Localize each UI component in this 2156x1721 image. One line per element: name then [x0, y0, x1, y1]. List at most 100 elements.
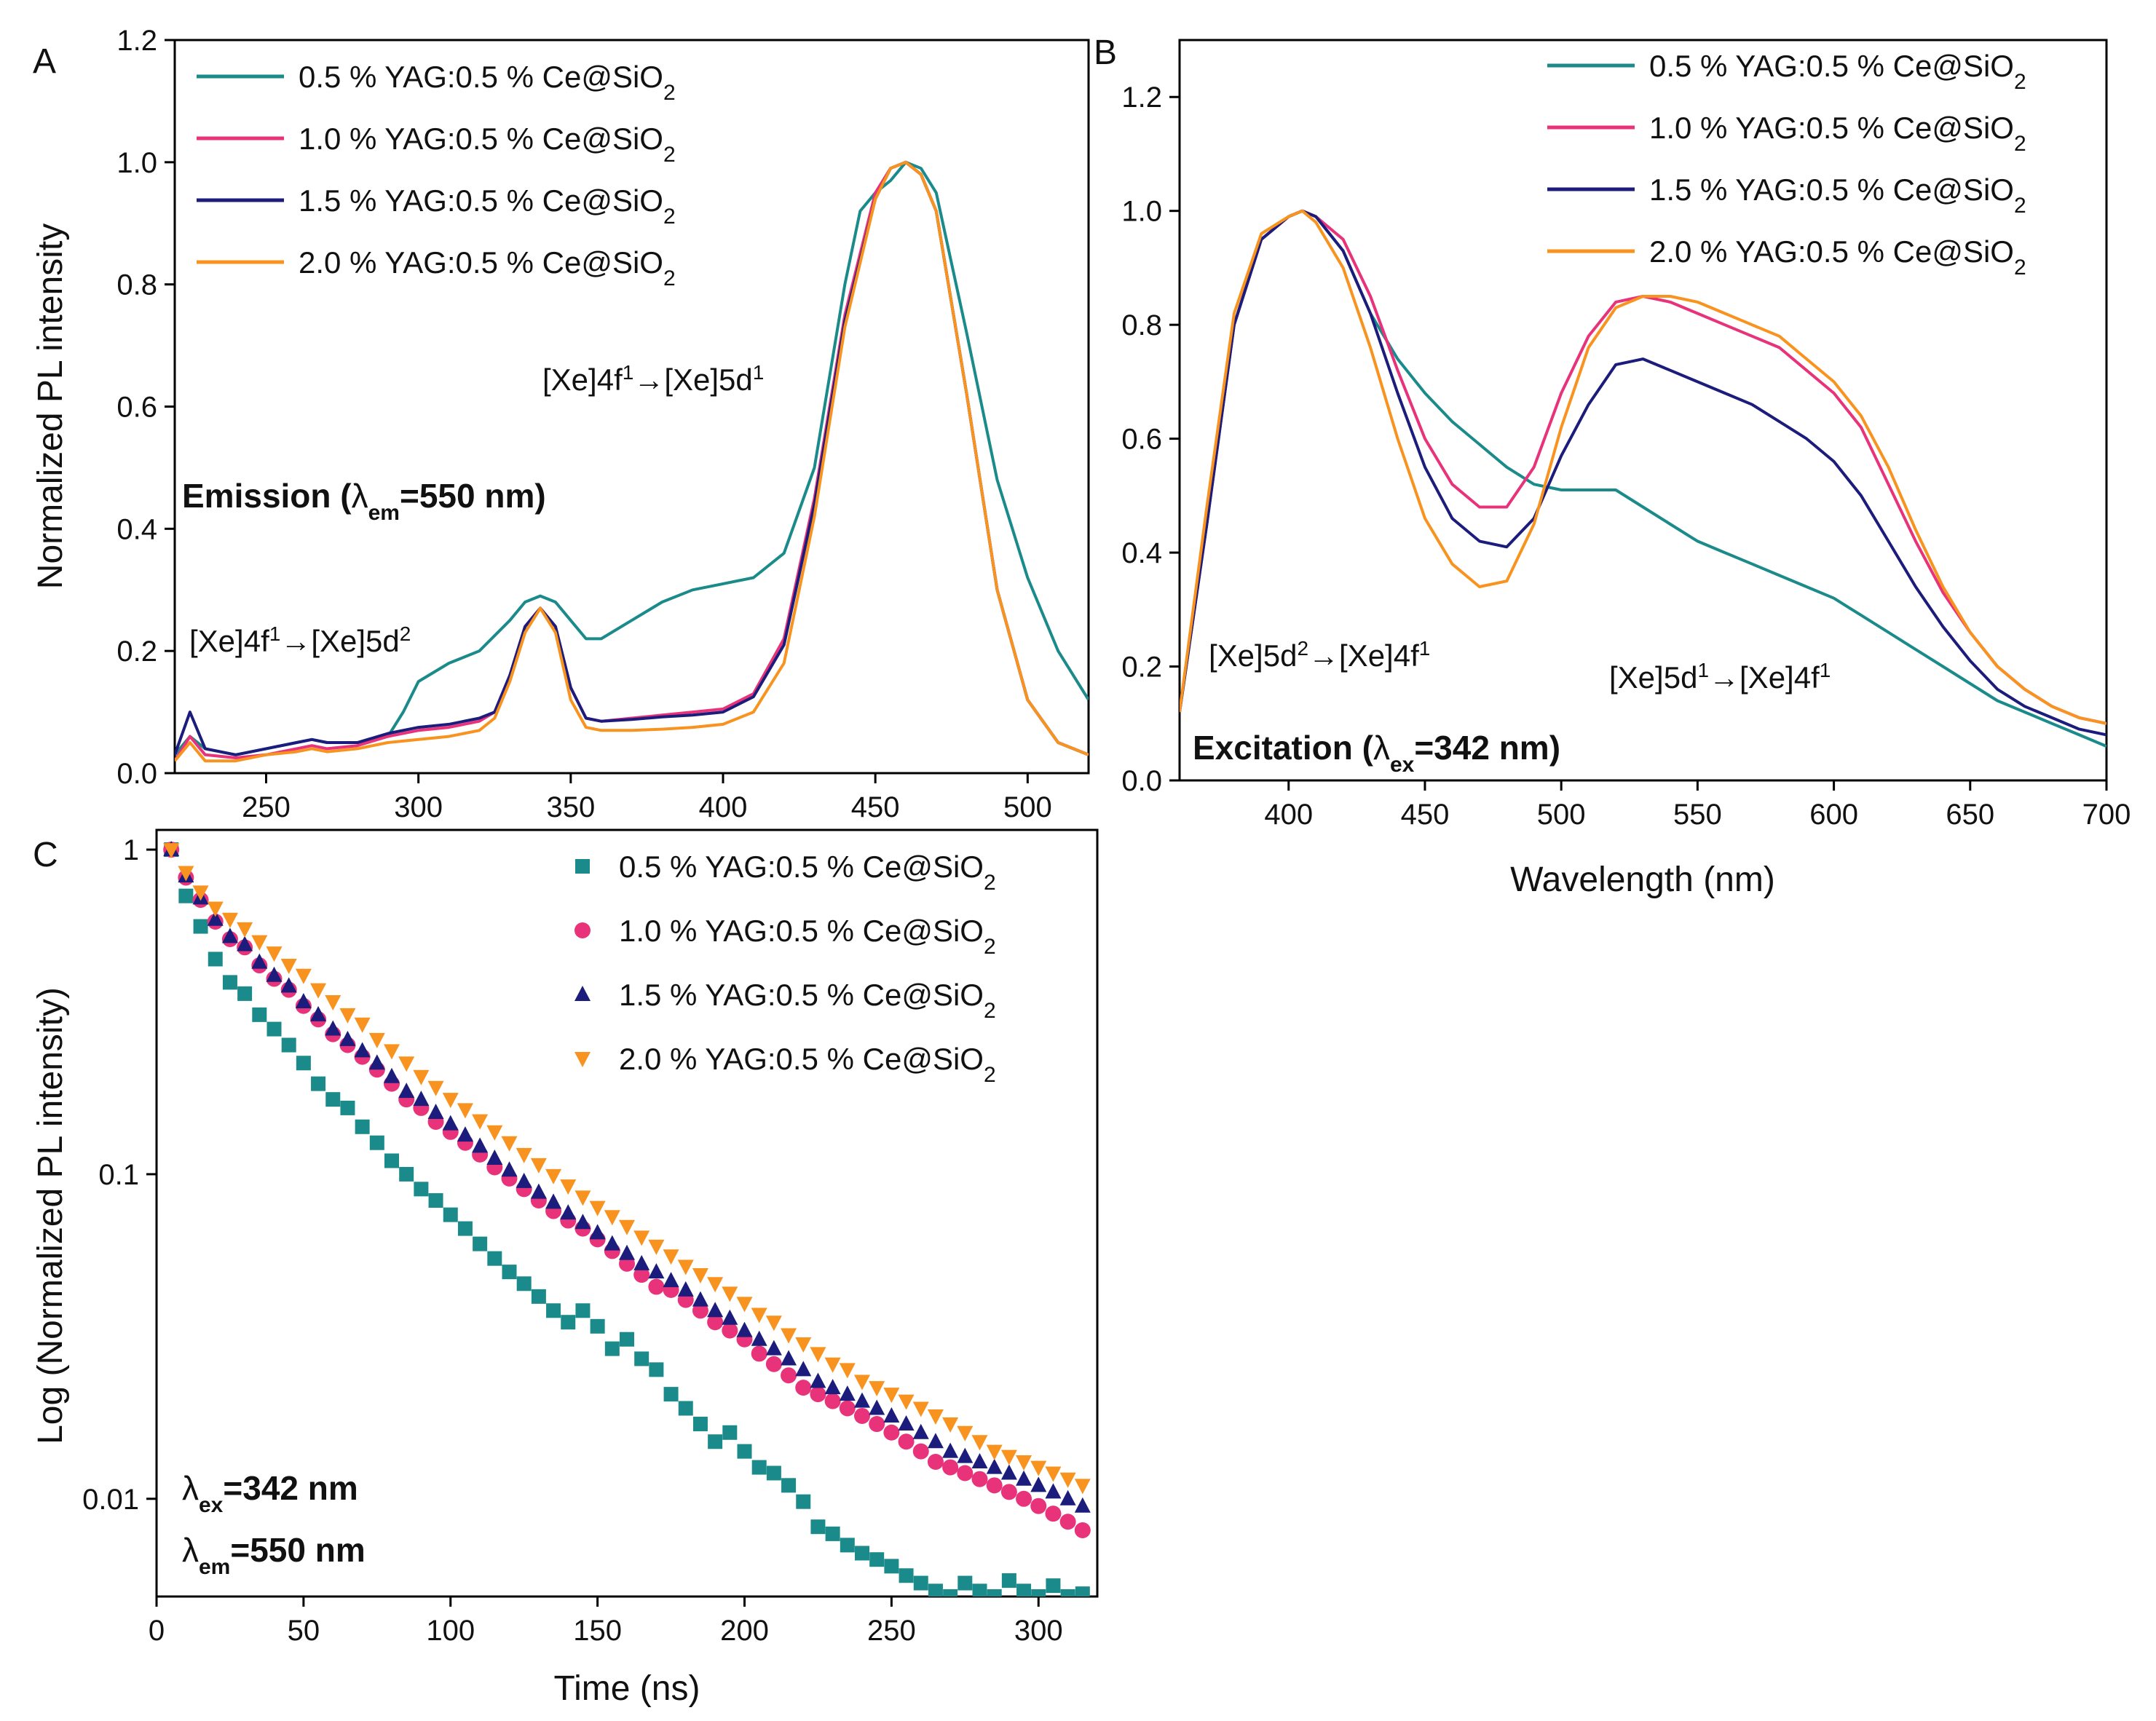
x-tick-label: 0	[149, 1615, 165, 1647]
data-point	[795, 1361, 812, 1377]
data-point	[427, 1080, 444, 1096]
x-tick-label: 700	[2082, 799, 2131, 831]
data-point	[486, 1149, 503, 1165]
legend-label: 0.5 % YAG:0.5 % Ce@SiO2	[1649, 49, 2026, 94]
plot-frame	[155, 828, 1099, 1598]
data-point	[192, 885, 209, 901]
data-point	[957, 1425, 974, 1441]
data-point	[368, 1032, 385, 1048]
data-point	[766, 1465, 781, 1481]
data-point	[574, 1214, 591, 1230]
data-point	[486, 1125, 503, 1141]
legend-entry: 0.5 % YAG:0.5 % Ce@SiO2	[1547, 49, 2026, 94]
y-tick-label: 0.4	[1121, 537, 1162, 569]
transition-annotation: [Xe]5d1→[Xe]4f1	[1609, 659, 1831, 695]
x-tick-label: 150	[573, 1615, 622, 1647]
x-tick-label: 250	[867, 1615, 916, 1647]
data-point	[855, 1546, 869, 1561]
y-tick-label: 0.2	[117, 636, 157, 668]
data-point	[751, 1460, 767, 1475]
data-point	[427, 1104, 444, 1120]
y-tick-label: 1.2	[1121, 82, 1162, 114]
legend-entry: 0.5 % YAG:0.5 % Ce@SiO2	[197, 60, 676, 105]
data-point	[530, 1183, 547, 1199]
legend-label: 2.0 % YAG:0.5 % Ce@SiO2	[619, 1042, 996, 1087]
legend-label: 2.0 % YAG:0.5 % Ce@SiO2	[1649, 234, 2026, 280]
data-point	[1016, 1455, 1032, 1471]
plot-area	[163, 841, 1091, 1597]
data-point	[1046, 1578, 1061, 1594]
data-point	[839, 1385, 856, 1401]
data-point	[957, 1575, 973, 1591]
data-point	[296, 1056, 311, 1071]
data-point	[546, 1303, 561, 1318]
data-point	[987, 1589, 1002, 1597]
data-point	[178, 888, 194, 903]
data-point	[1045, 1506, 1062, 1522]
data-point	[810, 1372, 826, 1388]
data-point	[221, 912, 238, 928]
data-point	[912, 1423, 929, 1439]
data-point	[251, 953, 268, 969]
data-point	[1016, 1470, 1032, 1486]
legend-entry: 1.5 % YAG:0.5 % Ce@SiO2	[1547, 173, 2026, 218]
data-point	[325, 994, 341, 1010]
data-point	[266, 946, 283, 962]
x-tick-label: 450	[851, 791, 900, 823]
data-point	[266, 966, 283, 982]
data-point	[237, 935, 253, 952]
legend-label: 1.0 % YAG:0.5 % Ce@SiO2	[1649, 111, 2026, 156]
data-point	[707, 1314, 724, 1331]
data-point	[795, 1337, 812, 1353]
data-point	[648, 1263, 665, 1279]
x-tick-label: 450	[1401, 799, 1450, 831]
data-point	[1016, 1490, 1032, 1507]
data-point	[487, 1251, 502, 1266]
data-point	[840, 1538, 855, 1553]
data-point	[237, 986, 253, 1001]
data-point	[707, 1302, 724, 1318]
data-point	[810, 1347, 826, 1363]
data-point	[473, 1236, 488, 1251]
data-point	[221, 927, 238, 943]
data-point	[884, 1559, 899, 1574]
data-point	[1060, 1589, 1075, 1597]
data-point	[501, 1136, 518, 1152]
y-axis-label: Log (Normalized PL intensity)	[31, 987, 70, 1444]
data-point	[883, 1388, 900, 1404]
legend-label: 1.5 % YAG:0.5 % Ce@SiO2	[619, 978, 996, 1023]
data-point	[677, 1259, 694, 1275]
panel-c-decay: 0 50 100 150 200 250 300 0.01 0.1 1 C Log (Normaliz…	[31, 828, 1099, 1708]
x-tick-label: 550	[1673, 799, 1722, 831]
data-point	[310, 1005, 327, 1021]
legend-entry: 2.0 % YAG:0.5 % Ce@SiO2	[197, 245, 676, 290]
data-point	[751, 1330, 767, 1346]
data-point	[339, 1030, 356, 1046]
y-tick-label: 0.2	[1121, 652, 1162, 684]
x-tick-label: 350	[546, 791, 595, 823]
data-point	[1045, 1483, 1062, 1499]
data-point	[281, 1037, 296, 1053]
data-point	[692, 1302, 708, 1319]
data-point	[384, 1153, 399, 1168]
legend-entry: 1.0 % YAG:0.5 % Ce@SiO2	[1547, 111, 2026, 156]
data-point	[1059, 1472, 1076, 1488]
data-point	[781, 1478, 797, 1493]
data-point	[1000, 1449, 1017, 1465]
data-point	[883, 1407, 900, 1423]
data-point	[898, 1415, 915, 1431]
data-point	[796, 1494, 811, 1509]
legend-label: 1.5 % YAG:0.5 % Ce@SiO2	[299, 183, 676, 229]
data-point	[457, 1126, 473, 1142]
data-point	[692, 1291, 708, 1307]
y-tick-label: 0.8	[1121, 309, 1162, 341]
x-tick-label: 400	[699, 791, 748, 823]
data-point	[912, 1443, 929, 1460]
legend-entry: 1.5 % YAG:0.5 % Ce@SiO2	[197, 183, 676, 229]
data-point	[1045, 1466, 1062, 1482]
data-point	[634, 1351, 649, 1366]
data-point	[722, 1309, 738, 1325]
data-point	[355, 1119, 370, 1134]
legend-entry: 0.5 % YAG:0.5 % Ce@SiO2	[575, 850, 996, 895]
data-point	[560, 1179, 577, 1195]
